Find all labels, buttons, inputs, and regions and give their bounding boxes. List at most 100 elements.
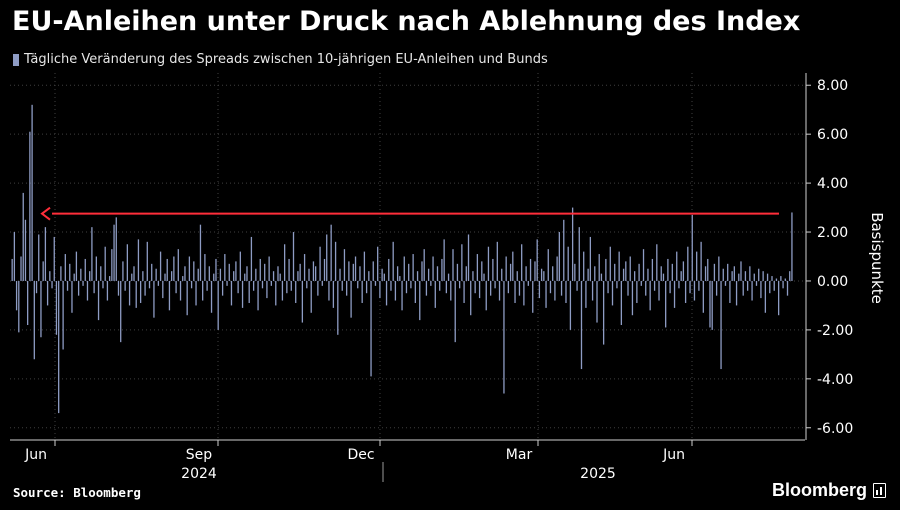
bar: [346, 280, 348, 296]
bar: [270, 280, 272, 286]
bar: [638, 263, 640, 281]
bar: [467, 234, 470, 281]
bar: [368, 271, 370, 281]
bar: [403, 256, 405, 281]
bar: [658, 280, 660, 301]
bar: [512, 251, 514, 281]
bar: [416, 271, 419, 281]
bar: [436, 266, 439, 281]
bar: [680, 271, 682, 281]
bar: [607, 280, 609, 294]
bar: [255, 268, 257, 281]
x-tick-label: Sep: [186, 447, 213, 463]
bar: [565, 280, 567, 303]
bar: [700, 241, 702, 281]
bar: [419, 280, 421, 321]
bar: [257, 280, 259, 311]
bar: [250, 236, 253, 281]
bar: [219, 268, 222, 281]
bar: [399, 276, 401, 281]
bar: [122, 261, 124, 281]
bar: [370, 280, 372, 377]
bar: [281, 280, 284, 301]
bar: [751, 280, 753, 301]
bar: [487, 246, 490, 281]
x-axis: Jun Sep Dec Mar Jun 2024 2025: [10, 439, 805, 482]
y-tick-label: 2.00: [817, 225, 848, 241]
bar: [634, 271, 636, 281]
bar: [509, 263, 512, 281]
bar: [339, 268, 341, 281]
bar: [558, 232, 560, 281]
bar: [735, 280, 738, 306]
bar: [784, 278, 786, 281]
bar: [711, 280, 713, 330]
bar: [490, 280, 492, 296]
bar: [749, 266, 751, 281]
legend: Tägliche Veränderung des Spreads zwische…: [13, 52, 548, 67]
bar: [645, 280, 647, 296]
bar: [587, 268, 589, 281]
bar: [337, 280, 339, 335]
bar: [261, 280, 264, 289]
bar: [252, 280, 255, 291]
chart-badge-icon: [873, 483, 886, 498]
bar: [456, 263, 459, 281]
bar: [627, 280, 629, 296]
bar: [11, 258, 13, 281]
bar: [317, 280, 319, 296]
bar: [636, 280, 638, 303]
bar: [596, 280, 598, 323]
bar: [704, 266, 707, 281]
bar: [410, 280, 412, 289]
bar: [682, 261, 685, 281]
bar: [439, 280, 441, 291]
bar: [529, 258, 532, 281]
bar: [611, 280, 614, 306]
bar: [319, 246, 321, 281]
bar: [195, 280, 197, 306]
bar: [77, 280, 80, 296]
bar: [217, 280, 219, 330]
grid: [10, 73, 805, 440]
bar: [379, 280, 381, 299]
bar: [162, 280, 164, 299]
bar: [616, 280, 618, 289]
bar: [494, 280, 496, 289]
bar: [689, 280, 691, 294]
bar: [224, 254, 226, 281]
bars: [11, 104, 793, 414]
bar: [653, 280, 656, 291]
bar: [602, 280, 605, 345]
bar: [108, 276, 111, 281]
bar: [228, 263, 230, 281]
bar: [374, 280, 377, 286]
bar: [377, 246, 379, 281]
bar: [221, 280, 224, 296]
bar: [290, 280, 292, 291]
bar: [124, 280, 126, 291]
bar: [556, 256, 558, 281]
bar: [197, 268, 199, 281]
bar: [724, 280, 727, 286]
bar: [598, 254, 600, 281]
bar: [299, 263, 301, 281]
y-axis: 8.00 6.00 4.00 2.00 0.00 -2.00 -4.00 -6.00: [805, 73, 853, 440]
bar: [237, 280, 239, 294]
bar: [213, 273, 215, 281]
bar: [620, 280, 623, 326]
bar: [308, 268, 310, 281]
bar: [589, 236, 591, 281]
bar: [443, 239, 445, 281]
y-tick-label: -4.00: [817, 372, 853, 388]
bar: [297, 271, 299, 281]
bar: [292, 232, 295, 281]
bar: [95, 256, 97, 281]
bar: [434, 280, 436, 308]
bar: [357, 280, 359, 289]
bar: [552, 266, 554, 281]
bar: [38, 234, 40, 281]
bar: [359, 266, 361, 281]
bar: [614, 263, 616, 281]
